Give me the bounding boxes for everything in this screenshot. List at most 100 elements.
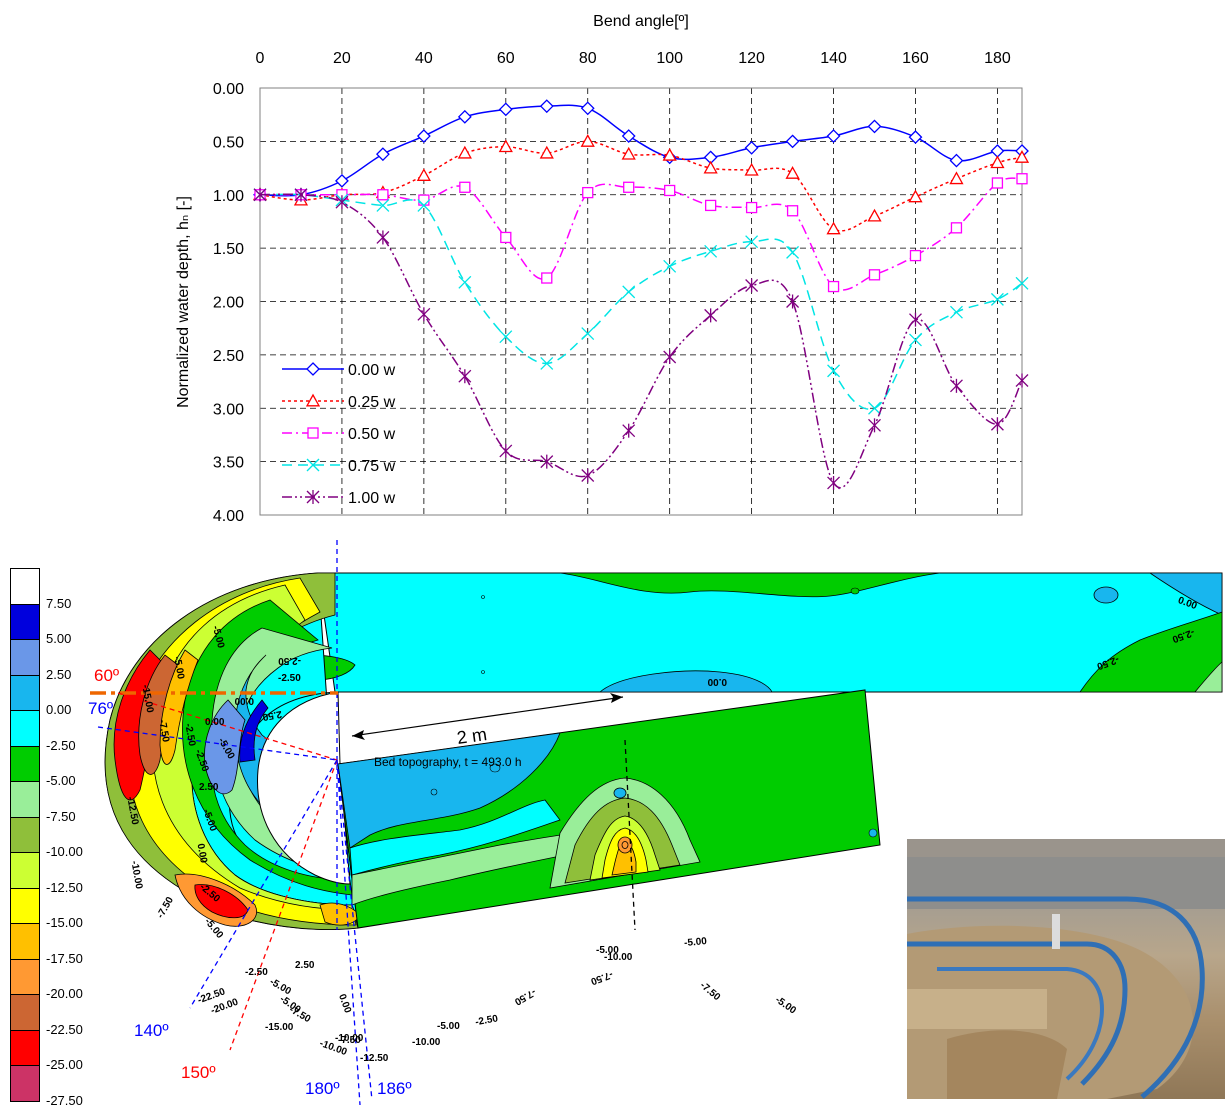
data-point <box>375 147 390 162</box>
data-point <box>498 139 513 153</box>
x-tick-labels: 0 20 40 60 80 100 120 140 160 180 <box>256 50 1011 67</box>
bed-topography-map: 60º 76º 140º 150º 180º 186º 2 m Bed topo… <box>88 540 1223 1106</box>
contour-label: -10.00 <box>335 1033 364 1044</box>
data-point <box>458 275 472 289</box>
data-point <box>664 184 676 197</box>
data-point <box>745 235 759 249</box>
data-point <box>306 458 320 472</box>
data-point <box>827 280 840 293</box>
y-tick-label: 4.00 <box>213 508 244 525</box>
legend-swatch-label: -7.50 <box>46 808 76 824</box>
upper-channel <box>261 572 1223 693</box>
data-point <box>540 454 554 469</box>
data-point <box>745 201 758 214</box>
data-point <box>990 144 1005 158</box>
legend-label: 0.75 w <box>348 458 396 475</box>
x-tick-label: 140 <box>820 50 847 67</box>
series-line <box>259 193 1023 410</box>
legend-swatch <box>10 958 40 995</box>
plot-area-frame <box>259 87 1023 516</box>
contour-label: 0.00 <box>336 993 353 1015</box>
contour-label: -5.00 <box>773 994 798 1016</box>
contour-label: -5.00 <box>171 656 186 681</box>
legend-swatch-label: 7.50 <box>46 595 72 611</box>
legend-swatch <box>10 568 40 605</box>
contour-label: -7.50 <box>589 968 615 986</box>
y-axis-title: Normalized water depth, hₙ [-] <box>175 196 192 408</box>
data-point <box>744 162 759 176</box>
legend-label: 0.25 w <box>348 394 396 411</box>
y-tick-label: 0.00 <box>213 81 244 98</box>
contour-label: 0.00 <box>234 695 254 706</box>
angle-label-140: 140º <box>134 1021 169 1040</box>
contour-label: -7.50 <box>512 986 538 1007</box>
legend-label: 1.00 w <box>348 490 396 507</box>
chart-grid <box>260 88 1022 515</box>
data-point <box>307 427 319 439</box>
contour-label: -12.50 <box>124 796 140 826</box>
legend-swatch-label: 5.00 <box>46 631 72 646</box>
data-point <box>786 294 800 309</box>
legend-swatch <box>10 816 40 853</box>
contour-label: 0.00 <box>205 717 225 728</box>
data-point <box>539 145 554 159</box>
legend-swatch <box>10 781 40 818</box>
data-point <box>704 308 718 323</box>
data-point <box>949 171 964 185</box>
data-point <box>580 101 595 116</box>
data-point <box>622 285 636 299</box>
contour-label: -15.00 <box>265 1022 294 1033</box>
x-tick-label: 0 <box>256 50 265 67</box>
legend-swatch-label: 0.00 <box>46 702 72 717</box>
series-1-00-w <box>253 187 1029 490</box>
data-point <box>867 119 882 134</box>
data-point <box>786 245 800 259</box>
contour-label: -10.00 <box>412 1037 441 1048</box>
contour-label: -2.50 <box>245 967 268 978</box>
angle-label-180: 180º <box>305 1079 340 1098</box>
contour-label: -2.50 <box>182 723 197 748</box>
data-point <box>704 244 718 258</box>
flume-photo <box>907 839 1225 1099</box>
data-point <box>581 327 595 340</box>
data-point <box>827 364 841 378</box>
y-tick-label: 3.00 <box>213 401 244 418</box>
contour-label: 2.50 <box>199 782 219 793</box>
data-point <box>622 423 636 438</box>
contour-label: 0.00 <box>707 676 727 687</box>
data-point <box>663 259 677 273</box>
y-tick-label: 1.00 <box>213 188 244 205</box>
data-point <box>1014 150 1030 163</box>
legend-swatch-label: -10.00 <box>46 844 83 859</box>
x-tick-label: 120 <box>738 50 765 67</box>
x-tick-label: 60 <box>497 50 515 67</box>
data-point <box>662 147 677 161</box>
data-point <box>949 378 963 393</box>
legend-item: 0.00 w <box>282 362 396 379</box>
data-point <box>416 129 431 143</box>
legend-item: 0.75 w <box>282 458 396 475</box>
series-0-25-w <box>252 134 1030 235</box>
topography-title: Bed topography, t = 493.0 h <box>374 755 522 769</box>
legend-swatch-label: -2.50 <box>46 737 76 753</box>
data-point <box>582 186 594 199</box>
legend-swatch <box>10 852 40 889</box>
chart-legend: 0.00 w 0.25 w 0.50 w 0.75 w 1.00 w <box>282 362 396 507</box>
data-point <box>663 350 677 365</box>
y-tick-labels: 0.00 0.50 1.00 1.50 2.00 2.50 3.00 3.50 4.00 <box>213 81 244 525</box>
legend-label: 0.00 w <box>348 362 396 379</box>
contour-label: -7.50 <box>155 895 176 921</box>
data-point <box>306 490 320 504</box>
legend-label: 0.50 w <box>348 426 396 443</box>
data-point <box>785 134 800 149</box>
legend-swatch <box>10 745 40 782</box>
legend-swatch-label: -17.50 <box>46 950 83 966</box>
legend-item: 0.50 w <box>282 426 396 443</box>
data-point <box>580 134 595 147</box>
data-point <box>253 187 267 202</box>
data-point <box>909 312 922 327</box>
angle-label-186: 186º <box>377 1079 412 1098</box>
data-point <box>827 475 841 490</box>
series-0-50-w <box>254 173 1028 293</box>
series-line <box>259 193 1023 489</box>
